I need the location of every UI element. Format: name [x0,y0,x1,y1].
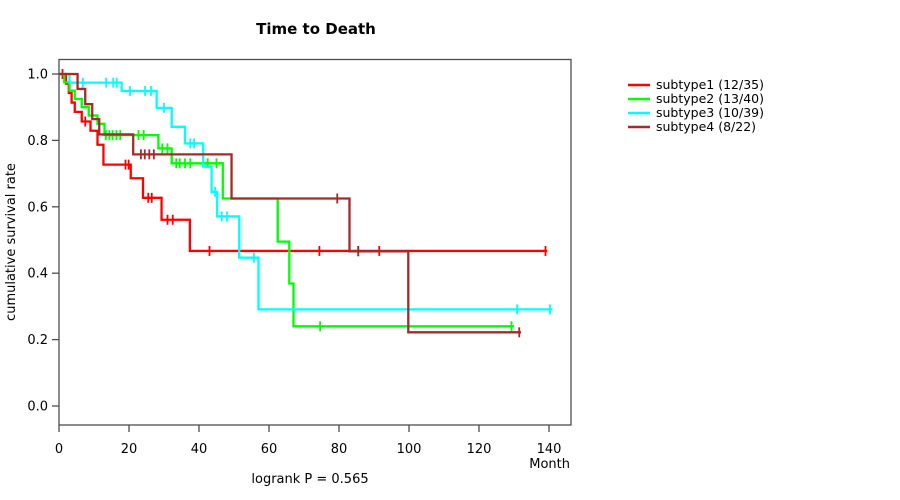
x-tick-label: 0 [55,442,63,457]
x-axis-label: Month [529,457,570,472]
x-tick-label: 60 [261,442,278,457]
chart-title: Time to Death [256,20,376,38]
legend-label-subtype1: subtype1 (12/35) [656,77,764,92]
survival-curve-subtype3 [59,72,553,311]
y-axis-label: cumulative survival rate [4,163,19,321]
axes-layer: 0 20 40 60 80 100 120 140 0.0 0.2 0.4 0.6 0.8 1.0 [27,58,572,457]
y-tick-label: 0.4 [27,267,48,282]
legend-label-subtype2: subtype2 (13/40) [656,91,764,106]
y-tick-label: 0.8 [27,134,48,149]
survival-curve-subtype2 [59,72,514,328]
survival-curve-subtype1 [59,72,548,253]
x-tick-label: 140 [537,442,562,457]
x-tick-label: 40 [191,442,208,457]
y-tick-label: 1.0 [27,68,48,83]
y-tick-label: 0.0 [27,400,48,415]
x-tick-label: 80 [331,442,348,457]
legend-label-subtype4: subtype4 (8/22) [656,119,756,134]
x-tick-label: 120 [467,442,492,457]
curves-layer [59,69,553,338]
legend: subtype1 (12/35)subtype2 (13/40)subtype3… [628,77,764,134]
x-tick-label: 20 [121,442,138,457]
logrank-caption: logrank P = 0.565 [251,472,368,487]
x-tick-label: 100 [397,442,422,457]
y-tick-label: 0.2 [27,333,48,348]
survival-curve-subtype4 [59,72,521,334]
plot-frame [58,58,572,426]
legend-label-subtype3: subtype3 (10/39) [656,105,764,120]
y-tick-label: 0.6 [27,200,48,215]
